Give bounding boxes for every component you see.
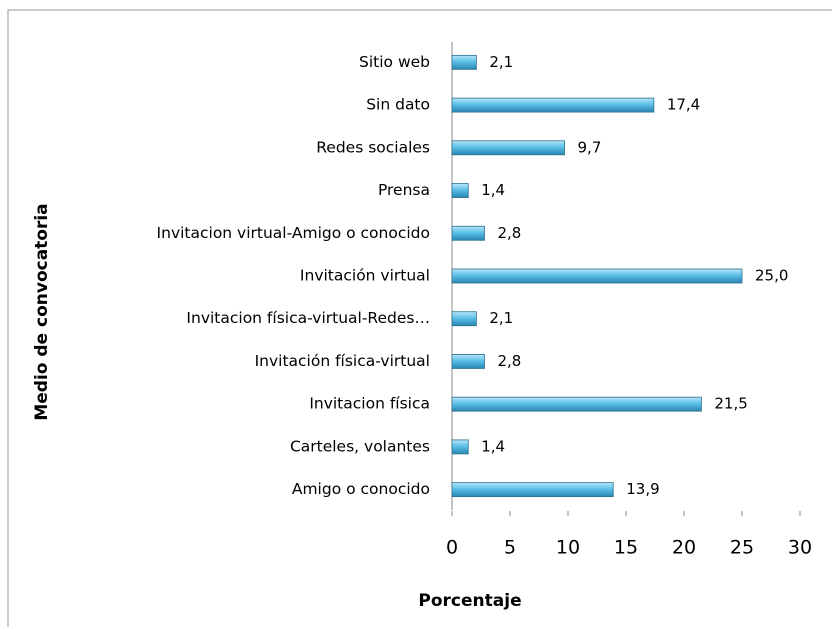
x-tick-label: 20 [672,537,696,559]
value-label: 21,5 [714,395,747,413]
y-tick-label: Carteles, volantes [290,437,430,455]
y-tick-label: Invitacion física [309,395,430,413]
bar [451,183,469,198]
y-tick-label: Invitación física-virtual [255,352,430,370]
bar [451,311,477,327]
bar [451,97,655,113]
chart-border [7,9,832,631]
value-label: 2,1 [489,309,513,327]
y-axis-title: Medio de convocatoria [32,203,52,420]
y-tick-label: Sin dato [366,96,430,114]
x-tick-label: 15 [614,537,638,559]
x-tick-label: 30 [788,537,812,559]
x-tick-label: 10 [556,537,580,559]
value-label: 2,1 [489,53,513,71]
x-tick-label: 25 [730,537,754,559]
bar [451,354,485,369]
x-axis-title: Porcentaje [418,591,521,611]
y-tick-label: Sitio web [359,53,430,71]
bar [451,225,485,241]
value-label: 1,4 [481,437,505,455]
value-label: 1,4 [481,181,505,199]
bar [451,439,469,455]
y-tick-label: Amigo o conocido [292,480,430,498]
bar [451,482,614,498]
y-tick-label: Invitacion física-virtual-Redes… [186,309,430,327]
y-tick-label: Invitacion virtual-Amigo o conocido [157,224,430,242]
value-label: 9,7 [578,138,602,156]
x-tick-label: 0 [446,537,458,559]
value-label: 13,9 [626,480,659,498]
bar [451,268,743,284]
value-label: 25,0 [755,267,788,285]
y-tick-label: Invitación virtual [300,267,430,285]
bar [451,54,477,70]
y-tick-label: Prensa [378,181,430,199]
x-tick-label: 5 [504,537,516,559]
bar [451,396,702,412]
value-label: 2,8 [497,352,521,370]
value-label: 2,8 [497,224,521,242]
value-label: 17,4 [667,96,700,114]
bar [451,140,565,156]
y-tick-label: Redes sociales [316,138,430,156]
